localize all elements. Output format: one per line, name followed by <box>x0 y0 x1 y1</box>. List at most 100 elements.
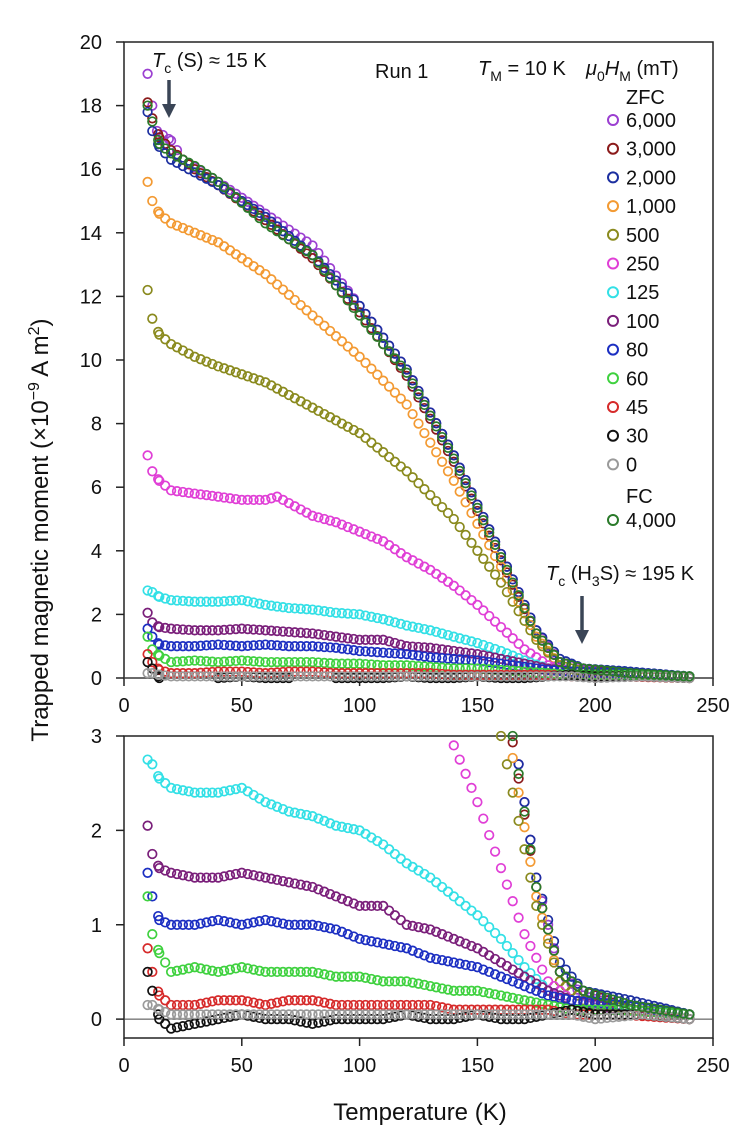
data-point <box>295 299 306 311</box>
data-point <box>566 1009 577 1020</box>
data-point <box>383 381 395 392</box>
data-point <box>171 595 183 606</box>
data-point <box>324 658 336 669</box>
data-point <box>189 787 200 798</box>
data-point <box>454 585 465 596</box>
data-point <box>266 274 277 285</box>
data-point <box>419 399 430 411</box>
data-point <box>360 528 371 540</box>
data-point <box>525 983 536 994</box>
data-point <box>171 151 183 162</box>
data-point <box>230 918 242 929</box>
data-point <box>378 976 389 987</box>
data-point <box>619 667 630 678</box>
data-point <box>183 157 194 168</box>
data-point <box>366 324 377 335</box>
data-point <box>519 615 530 626</box>
data-point <box>260 966 271 978</box>
data-point <box>383 976 395 987</box>
data-point <box>389 940 401 952</box>
data-point <box>295 641 306 652</box>
data-point <box>301 995 312 1006</box>
data-point <box>271 640 283 651</box>
data-point <box>330 1009 342 1020</box>
data-point <box>395 648 406 659</box>
data-point <box>431 652 442 663</box>
data-point <box>489 846 501 857</box>
data-point <box>366 900 377 912</box>
data-point <box>177 160 189 172</box>
data-point <box>348 645 359 656</box>
data-point <box>419 979 430 991</box>
data-point <box>160 1006 171 1018</box>
data-point <box>454 1009 465 1020</box>
data-point <box>472 648 483 660</box>
data-point <box>448 513 459 525</box>
data-point <box>413 389 424 400</box>
x-tick-label: 0 <box>118 1055 129 1077</box>
data-point <box>213 491 224 502</box>
data-point <box>625 1010 636 1021</box>
data-point <box>366 973 377 985</box>
data-point <box>342 896 353 907</box>
data-point <box>507 671 518 682</box>
data-point <box>189 641 200 652</box>
data-point <box>548 1009 560 1020</box>
bottom-plot-frame <box>123 735 714 1039</box>
data-point <box>248 207 259 219</box>
data-point <box>513 606 524 617</box>
data-point <box>460 985 471 996</box>
data-point <box>224 785 236 796</box>
data-point <box>142 607 153 618</box>
data-point <box>195 230 206 241</box>
data-point <box>607 1012 619 1023</box>
data-point <box>201 964 212 975</box>
data-point <box>213 995 224 1006</box>
data-point <box>183 1009 194 1020</box>
data-point <box>607 672 619 683</box>
data-point <box>407 375 418 386</box>
data-point <box>613 996 624 1007</box>
data-point <box>684 1013 695 1025</box>
data-point <box>266 493 277 504</box>
data-point <box>254 998 265 1009</box>
data-point <box>330 607 342 618</box>
data-point <box>160 995 171 1006</box>
data-point <box>295 627 306 638</box>
data-point <box>342 822 353 834</box>
data-point <box>383 647 395 659</box>
data-point <box>254 624 265 636</box>
data-point <box>319 408 330 420</box>
data-point <box>295 919 306 930</box>
data-point <box>507 992 518 1004</box>
data-point <box>495 671 507 682</box>
data-point <box>354 609 365 620</box>
data-point <box>160 334 171 345</box>
data-point <box>507 737 518 748</box>
data-point <box>319 641 330 653</box>
data-point <box>484 540 495 551</box>
data-point <box>230 963 242 974</box>
data-point <box>460 647 471 658</box>
data-point <box>542 671 554 682</box>
legend-marker <box>607 314 619 327</box>
data-point <box>413 558 424 569</box>
data-point <box>307 249 318 261</box>
data-point <box>248 964 259 975</box>
data-point <box>478 518 489 529</box>
data-point <box>289 627 300 638</box>
data-point <box>342 608 353 619</box>
data-point <box>242 996 253 1007</box>
data-point <box>395 393 406 404</box>
data-point <box>478 671 489 682</box>
data-point <box>507 947 518 959</box>
data-point <box>360 432 371 444</box>
data-point <box>525 856 536 867</box>
data-point <box>554 1009 566 1020</box>
data-point <box>307 966 318 978</box>
data-point <box>531 900 542 912</box>
data-point <box>436 881 448 893</box>
data-point <box>147 313 158 324</box>
data-point <box>542 938 554 949</box>
data-point <box>336 821 348 832</box>
